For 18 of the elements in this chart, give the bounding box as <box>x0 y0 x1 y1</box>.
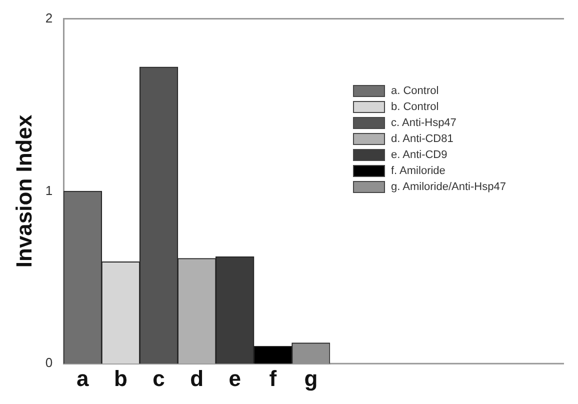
x-tick-label: e <box>228 366 241 391</box>
legend-label: g. Amiloride/Anti-Hsp47 <box>391 181 506 193</box>
y-tick-label: 2 <box>45 10 53 26</box>
legend-label: d. Anti-CD81 <box>391 133 454 145</box>
x-tick-label: a <box>76 366 90 391</box>
x-tick-label: g <box>304 366 318 391</box>
x-tick-label: f <box>269 366 278 391</box>
y-axis-title: Invasion Index <box>11 114 36 268</box>
legend-label: f. Amiloride <box>391 165 446 177</box>
x-tick-label: d <box>190 366 204 391</box>
x-tick-label: c <box>152 366 165 391</box>
legend-label: a. Control <box>391 85 439 97</box>
legend-label: b. Control <box>391 101 439 113</box>
x-tick-label: b <box>114 366 128 391</box>
y-tick-label: 0 <box>45 355 53 370</box>
legend-label: c. Anti-Hsp47 <box>391 117 456 129</box>
y-tick-label: 1 <box>45 182 53 198</box>
legend-label: e. Anti-CD9 <box>391 149 448 161</box>
